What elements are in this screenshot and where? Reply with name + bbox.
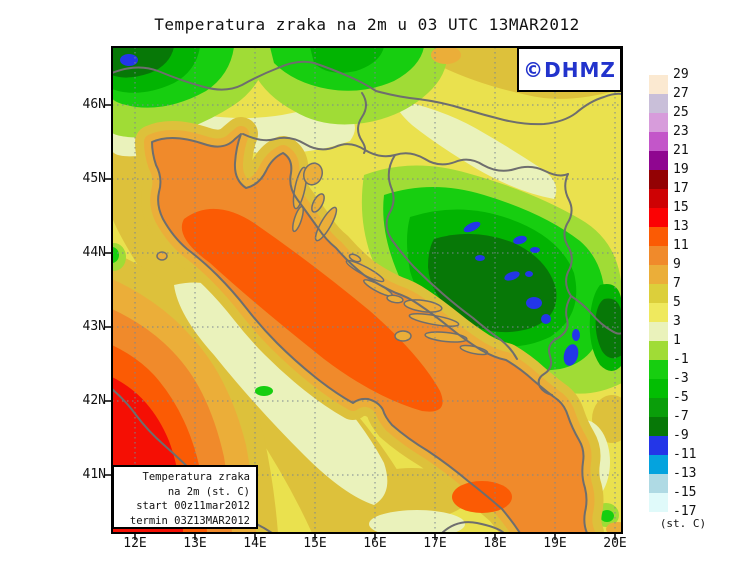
axis-ticks bbox=[105, 104, 616, 540]
colorbar-swatch bbox=[649, 284, 668, 303]
colorbar-swatch bbox=[649, 341, 668, 360]
info-line-1: Temperatura zraka bbox=[142, 471, 250, 483]
colorbar-swatch bbox=[649, 151, 668, 170]
colorbar-swatch bbox=[649, 208, 668, 227]
lat-label-44N: 44N bbox=[82, 245, 106, 260]
colorbar-level-label: 13 bbox=[673, 219, 689, 234]
lon-label-14E: 14E bbox=[243, 536, 267, 551]
colorbar-swatch bbox=[649, 360, 668, 379]
lat-label-41N: 41N bbox=[82, 467, 106, 482]
lon-label-12E: 12E bbox=[123, 536, 147, 551]
colorbar-swatch bbox=[649, 246, 668, 265]
lat-label-43N: 43N bbox=[82, 319, 106, 334]
colorbar-level-label: -9 bbox=[673, 428, 689, 443]
colorbar-level-label: 19 bbox=[673, 162, 689, 177]
colorbar-level-label: 29 bbox=[673, 67, 689, 82]
colorbar-level-label: 5 bbox=[673, 295, 681, 310]
lon-label-19E: 19E bbox=[543, 536, 567, 551]
colorbar-swatch bbox=[649, 436, 668, 455]
graticule bbox=[112, 47, 622, 533]
colorbar-level-label: -17 bbox=[673, 504, 697, 519]
colorbar-level-label: 27 bbox=[673, 86, 689, 101]
lon-label-13E: 13E bbox=[183, 536, 207, 551]
colorbar-swatch bbox=[649, 75, 668, 94]
colorbar-swatch bbox=[649, 398, 668, 417]
colorbar-swatch bbox=[649, 303, 668, 322]
colorbar-level-label: 3 bbox=[673, 314, 681, 329]
colorbar-level-label: -13 bbox=[673, 466, 697, 481]
colorbar-swatch bbox=[649, 170, 668, 189]
colorbar-level-label: -7 bbox=[673, 409, 689, 424]
islands bbox=[156, 162, 489, 356]
info-box: Temperatura zraka na 2m (st. C) start 00… bbox=[112, 465, 258, 529]
lon-label-16E: 16E bbox=[363, 536, 387, 551]
colorbar-swatch bbox=[649, 132, 668, 151]
colorbar-swatch bbox=[649, 265, 668, 284]
colorbar-swatch bbox=[649, 455, 668, 474]
lon-label-17E: 17E bbox=[423, 536, 447, 551]
colorbar-swatch bbox=[649, 189, 668, 208]
map-frame bbox=[105, 46, 623, 540]
colorbar-swatch bbox=[649, 379, 668, 398]
lon-label-20E: 20E bbox=[603, 536, 627, 551]
colorbar-swatch bbox=[649, 113, 668, 132]
colorbar-level-label: -3 bbox=[673, 371, 689, 386]
lon-label-15E: 15E bbox=[303, 536, 327, 551]
info-line-4: termin 03Z13MAR2012 bbox=[129, 514, 250, 527]
dhmz-logo-text: ©DHMZ bbox=[523, 57, 616, 82]
info-line-2: na 2m (st. C) bbox=[167, 485, 250, 498]
colorbar-level-label: 7 bbox=[673, 276, 681, 291]
colorbar-unit-label: (st. C) bbox=[659, 517, 707, 530]
colorbar-swatch bbox=[649, 322, 668, 341]
colorbar-level-label: 21 bbox=[673, 143, 689, 158]
lat-label-46N: 46N bbox=[82, 97, 106, 112]
colorbar-level-label: -5 bbox=[673, 390, 689, 405]
colorbar-swatch bbox=[649, 94, 668, 113]
info-line-3: start 00z11mar2012 bbox=[136, 500, 250, 512]
colorbar-swatch bbox=[649, 474, 668, 493]
colorbar-level-label: 11 bbox=[673, 238, 689, 253]
lat-label-45N: 45N bbox=[82, 171, 106, 186]
lat-label-42N: 42N bbox=[82, 393, 106, 408]
colorbar-level-label: -15 bbox=[673, 485, 697, 500]
colorbar-swatch bbox=[649, 417, 668, 436]
colorbar-level-label: 15 bbox=[673, 200, 689, 215]
colorbar-swatch bbox=[649, 227, 668, 246]
colorbar-level-label: -1 bbox=[673, 352, 689, 367]
coastlines-and-borders bbox=[112, 60, 622, 533]
lon-label-18E: 18E bbox=[483, 536, 507, 551]
map-title: Temperatura zraka na 2m u 03 UTC 13MAR20… bbox=[154, 15, 580, 34]
colorbar-level-label: 25 bbox=[673, 105, 689, 120]
colorbar-level-label: 17 bbox=[673, 181, 689, 196]
colorbar-level-label: 9 bbox=[673, 257, 681, 272]
colorbar-level-label: 23 bbox=[673, 124, 689, 139]
dhmz-watermark-box: ©DHMZ bbox=[517, 47, 622, 92]
colorbar-swatch bbox=[649, 493, 668, 512]
colorbar-level-label: -11 bbox=[673, 447, 697, 462]
colorbar-level-label: 1 bbox=[673, 333, 681, 348]
